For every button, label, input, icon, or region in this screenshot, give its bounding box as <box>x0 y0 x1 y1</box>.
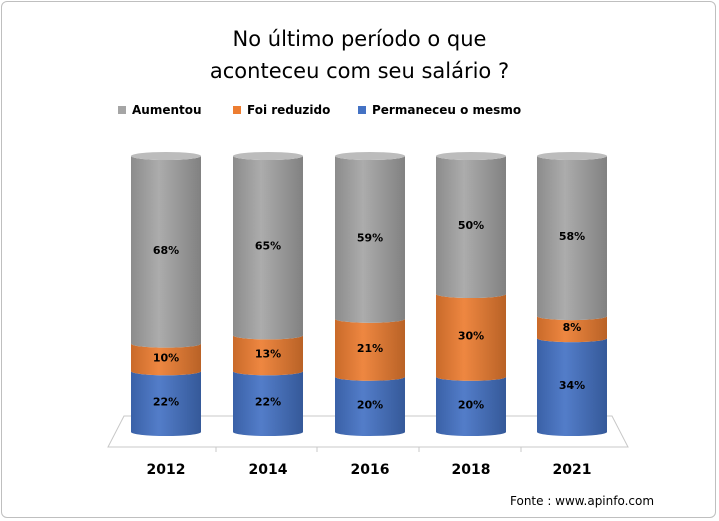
legend-swatch-foi-reduzido <box>233 106 241 114</box>
bar-aumentou-2014 <box>233 156 303 340</box>
data-label-permaneceu-o-mesmo-2016: 20% <box>357 398 383 411</box>
data-label-aumentou-2018: 50% <box>458 219 484 232</box>
chart-x-tick-labels: 2012 2014 2016 2018 2021 <box>147 462 592 478</box>
data-label-permaneceu-o-mesmo-2014: 22% <box>255 396 281 409</box>
bar-foi-reduzido-2016 <box>335 318 405 381</box>
data-label-permaneceu-o-mesmo-2012: 22% <box>153 396 179 409</box>
x-tick-label-2016: 2016 <box>351 462 390 478</box>
bar-top-cap-2012 <box>131 152 201 160</box>
bar-permaneceu-o-mesmo-2016 <box>335 376 405 436</box>
legend-item-foi-reduzido: Foi reduzido <box>233 103 330 117</box>
chart-title-line-1: No último período o que <box>232 27 487 51</box>
chart-title-line-2: aconteceu com seu salário ? <box>209 59 510 83</box>
bar-aumentou-2018 <box>436 156 506 298</box>
legend-label-aumentou: Aumentou <box>132 103 202 117</box>
bar-top-cap-2018 <box>436 152 506 160</box>
bar-foi-reduzido-2012 <box>131 343 201 376</box>
data-label-aumentou-2014: 65% <box>255 240 281 253</box>
data-label-foi-reduzido-2018: 30% <box>458 329 484 342</box>
bar-permaneceu-o-mesmo-2018 <box>436 376 506 436</box>
data-label-aumentou-2016: 59% <box>357 231 383 244</box>
legend-label-foi-reduzido: Foi reduzido <box>247 103 331 117</box>
bar-permaneceu-o-mesmo-2021 <box>537 338 607 436</box>
data-label-foi-reduzido-2021: 8% <box>563 321 582 334</box>
chart-data-labels: 22% 10% 68% 22% 13% 65% 20% 21% 59% 20% 30% 50% 34% 8… <box>153 219 585 411</box>
x-tick-label-2012: 2012 <box>147 462 186 478</box>
bar-aumentou-2021 <box>537 156 607 321</box>
x-tick-label-2014: 2014 <box>249 462 288 478</box>
bar-foi-reduzido-2021 <box>537 316 607 343</box>
bar-permaneceu-o-mesmo-2014 <box>233 371 303 436</box>
legend-swatch-permaneceu <box>358 106 366 114</box>
data-label-foi-reduzido-2012: 10% <box>153 351 179 364</box>
legend-item-permaneceu: Permaneceu o mesmo <box>358 103 521 117</box>
bar-permaneceu-o-mesmo-2012 <box>131 371 201 436</box>
bar-aumentou-2012 <box>131 156 201 348</box>
x-tick-label-2021: 2021 <box>553 462 592 478</box>
bar-foi-reduzido-2014 <box>233 335 303 376</box>
legend-swatch-aumentou <box>118 106 126 114</box>
legend-label-permaneceu: Permaneceu o mesmo <box>372 103 522 117</box>
bar-top-cap-2016 <box>335 152 405 160</box>
data-label-aumentou-2012: 68% <box>153 244 179 257</box>
bar-top-cap-2014 <box>233 152 303 160</box>
data-label-foi-reduzido-2014: 13% <box>255 347 281 360</box>
chart-bars <box>131 152 607 436</box>
bar-top-cap-2021 <box>537 152 607 160</box>
data-label-permaneceu-o-mesmo-2021: 34% <box>559 379 585 392</box>
x-tick-label-2018: 2018 <box>452 462 491 478</box>
bar-foi-reduzido-2018 <box>436 294 506 381</box>
data-label-foi-reduzido-2016: 21% <box>357 342 383 355</box>
data-label-aumentou-2021: 58% <box>559 230 585 243</box>
data-label-permaneceu-o-mesmo-2018: 20% <box>458 398 484 411</box>
legend-item-aumentou: Aumentou <box>118 103 202 117</box>
bar-aumentou-2016 <box>335 156 405 323</box>
source-note: Fonte : www.apinfo.com <box>510 494 655 508</box>
